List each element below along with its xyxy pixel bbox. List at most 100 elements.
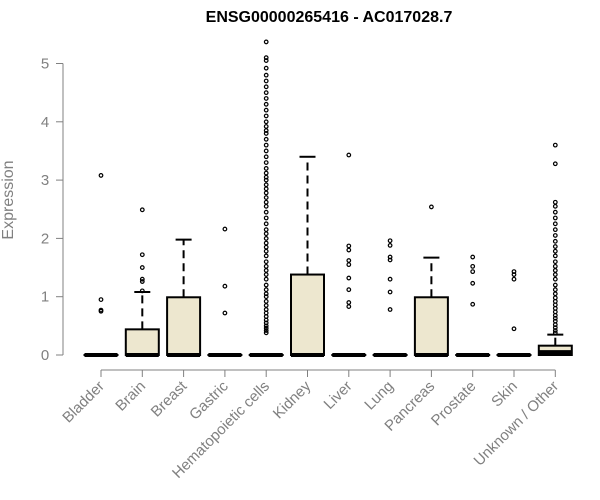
- outlier-point: [263, 209, 269, 215]
- outlier-point: [263, 259, 269, 265]
- box: [166, 296, 202, 356]
- outlier-point: [263, 182, 269, 188]
- outlier-point: [222, 226, 228, 232]
- outlier-point: [263, 325, 269, 331]
- outlier-point: [263, 65, 269, 71]
- outlier-point: [552, 199, 558, 205]
- outlier-point: [98, 173, 104, 178]
- outlier-point: [552, 203, 558, 209]
- outlier-point: [263, 55, 269, 61]
- outlier-point: [263, 235, 269, 241]
- outlier-point: [552, 276, 558, 282]
- outlier-point: [263, 320, 269, 326]
- outlier-point: [552, 142, 558, 148]
- outlier-point: [263, 170, 269, 176]
- x-tick-label: Bladder: [59, 378, 108, 427]
- boxes-layer: [83, 39, 573, 357]
- outlier-point: [263, 244, 269, 250]
- box-group: [290, 155, 325, 357]
- outlier-point: [139, 276, 145, 282]
- outlier-point: [139, 288, 145, 294]
- outlier-point: [387, 242, 393, 248]
- x-tick-label: Lung: [361, 378, 397, 414]
- outlier-point: [346, 287, 352, 293]
- outlier-point: [346, 304, 352, 310]
- outlier-point: [98, 307, 104, 313]
- outlier-point: [470, 254, 476, 260]
- outlier-point: [552, 295, 558, 301]
- outlier-point: [470, 280, 476, 286]
- y-tick-label: 4: [41, 114, 49, 131]
- outlier-point: [552, 259, 558, 265]
- outlier-point: [552, 253, 558, 259]
- outlier-point: [470, 301, 476, 307]
- outlier-point: [263, 263, 269, 269]
- y-tick-label: 0: [41, 347, 49, 364]
- outlier-point: [552, 318, 558, 324]
- outlier-point: [263, 96, 269, 101]
- outlier-point: [263, 107, 269, 113]
- y-tick-label: 1: [41, 289, 49, 306]
- box-group: [83, 173, 119, 357]
- outlier-point: [263, 128, 269, 133]
- outlier-point: [552, 325, 558, 330]
- outlier-point: [263, 131, 269, 136]
- outlier-point: [263, 240, 269, 246]
- x-tick-label: Skin: [488, 378, 521, 411]
- outlier-point: [263, 142, 269, 148]
- x-tick-label: Kidney: [270, 377, 315, 422]
- outlier-point: [387, 238, 393, 244]
- outlier-point: [552, 244, 558, 249]
- box-group: [413, 204, 449, 357]
- outlier-point: [263, 72, 269, 78]
- outlier-point: [263, 160, 269, 166]
- box-group: [455, 254, 491, 357]
- outlier-point: [263, 291, 269, 297]
- outlier-point: [552, 282, 558, 288]
- outlier-point: [263, 272, 269, 277]
- outlier-point: [470, 263, 476, 269]
- outlier-point: [263, 174, 269, 180]
- outlier-point: [552, 272, 558, 277]
- outlier-point: [346, 243, 352, 249]
- outlier-point: [263, 113, 269, 119]
- outlier-point: [263, 195, 269, 200]
- outlier-point: [263, 303, 269, 308]
- outlier-point: [139, 279, 145, 284]
- outlier-point: [263, 294, 269, 300]
- chart-title: ENSG00000265416 - AC017028.7: [206, 9, 453, 26]
- outlier-point: [263, 58, 269, 63]
- outlier-point: [552, 315, 558, 321]
- x-tick-label: Prostate: [428, 378, 480, 430]
- outlier-point: [263, 90, 269, 96]
- outlier-point: [552, 328, 558, 333]
- outlier-point: [552, 209, 558, 215]
- outlier-point: [346, 275, 352, 281]
- outlier-point: [552, 268, 558, 273]
- outlier-point: [263, 78, 269, 84]
- outlier-point: [387, 307, 393, 312]
- outlier-point: [552, 161, 558, 167]
- outlier-point: [222, 310, 228, 316]
- outlier-point: [263, 287, 269, 293]
- outlier-point: [346, 262, 352, 268]
- outlier-point: [263, 328, 269, 333]
- outlier-point: [511, 276, 517, 282]
- box: [413, 296, 449, 356]
- outlier-point: [263, 177, 269, 183]
- box-group: [372, 238, 408, 357]
- box: [124, 328, 160, 356]
- outlier-point: [139, 252, 145, 258]
- outlier-point: [263, 148, 269, 154]
- outlier-point: [511, 269, 517, 275]
- box-group: [207, 226, 243, 357]
- outlier-point: [552, 221, 558, 227]
- outlier-point: [139, 265, 145, 270]
- outlier-point: [511, 326, 517, 332]
- y-tick-label: 3: [41, 172, 49, 189]
- outlier-point: [346, 152, 352, 158]
- outlier-point: [263, 227, 269, 233]
- outlier-point: [552, 238, 558, 244]
- box-group: [331, 152, 367, 357]
- outlier-point: [552, 263, 558, 269]
